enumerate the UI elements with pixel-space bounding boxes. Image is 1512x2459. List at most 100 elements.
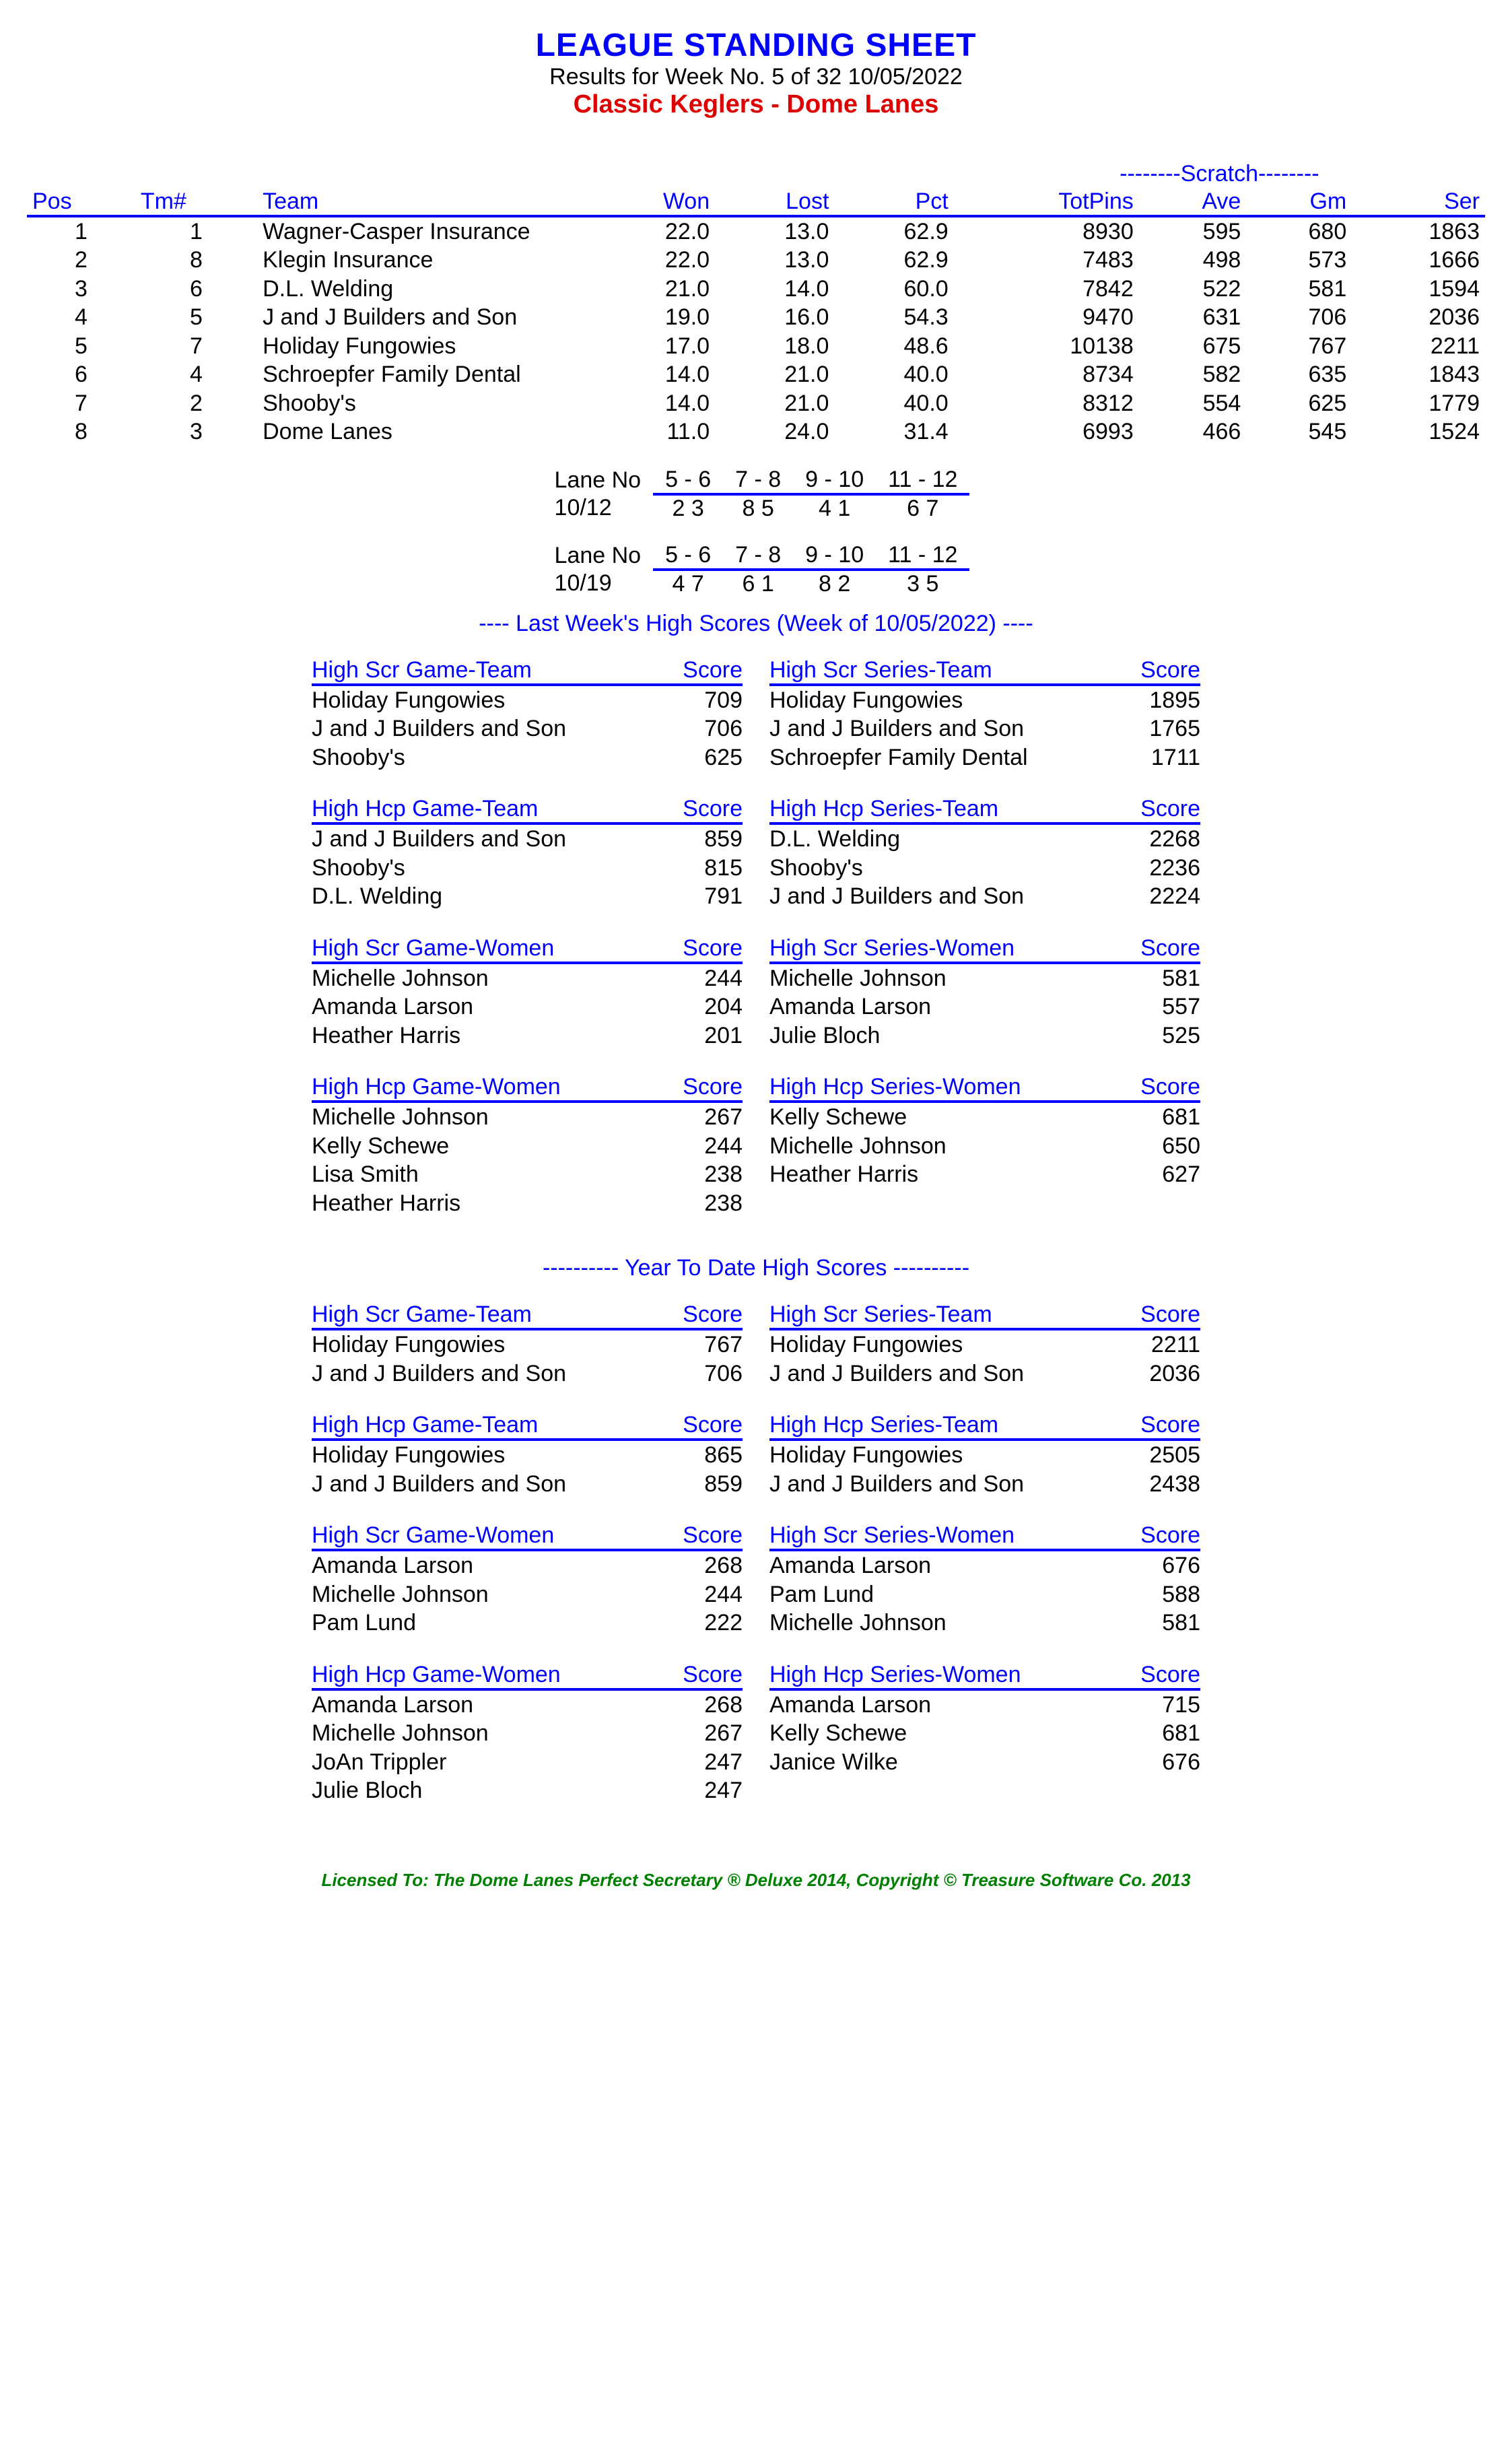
- highscore-row: J and J Builders and Son1765: [769, 714, 1200, 743]
- highscore-row: Amanda Larson557: [769, 992, 1200, 1021]
- highscore-row: J and J Builders and Son859: [312, 1470, 743, 1499]
- highscore-block: High Hcp Series-WomenScoreKelly Schewe68…: [769, 1074, 1200, 1189]
- col-team: Team: [257, 189, 591, 216]
- score-label: Score: [683, 1412, 743, 1438]
- highscore-name: Kelly Schewe: [769, 1719, 907, 1748]
- table-cell: 8: [27, 417, 135, 446]
- table-cell: Wagner-Casper Insurance: [257, 216, 591, 246]
- table-cell: 1779: [1352, 389, 1485, 418]
- table-cell: 573: [1246, 246, 1352, 275]
- highscore-name: J and J Builders and Son: [769, 714, 1024, 743]
- highscore-value: 2236: [1149, 854, 1200, 883]
- league-name: Classic Keglers - Dome Lanes: [27, 90, 1485, 119]
- highscore-name: Holiday Fungowies: [769, 686, 963, 715]
- table-cell: 3: [27, 275, 135, 304]
- highscore-row: Michelle Johnson244: [312, 964, 743, 993]
- highscore-row: Michelle Johnson581: [769, 1609, 1200, 1638]
- table-row: 64Schroepfer Family Dental14.021.040.087…: [27, 360, 1485, 389]
- table-row: 28Klegin Insurance22.013.062.97483498573…: [27, 246, 1485, 275]
- standings-table: --------Scratch-------- Pos Tm# Team Won…: [27, 160, 1485, 446]
- table-cell: 31.4: [834, 417, 953, 446]
- highscore-value: 859: [704, 825, 743, 854]
- table-cell: 767: [1246, 332, 1352, 361]
- table-cell: 14.0: [715, 275, 834, 304]
- schedule-teams: 4 1: [793, 494, 876, 522]
- footer-text: Licensed To: The Dome Lanes Perfect Secr…: [27, 1870, 1485, 1891]
- col-gm: Gm: [1246, 189, 1352, 216]
- highscore-name: Heather Harris: [769, 1160, 918, 1189]
- score-label: Score: [1140, 796, 1200, 822]
- highscore-value: 859: [704, 1470, 743, 1499]
- highscore-title: High Scr Game-Team: [312, 1302, 532, 1328]
- table-cell: 680: [1246, 216, 1352, 246]
- score-label: Score: [1140, 935, 1200, 962]
- table-row: 83Dome Lanes11.024.031.469934665451524: [27, 417, 1485, 446]
- highscore-name: Julie Bloch: [312, 1776, 422, 1805]
- table-cell: 24.0: [715, 417, 834, 446]
- page-subtitle: Results for Week No. 5 of 32 10/05/2022: [27, 64, 1485, 90]
- table-cell: 3: [135, 417, 257, 446]
- schedule-date: 10/19: [543, 570, 654, 597]
- table-cell: 4: [135, 360, 257, 389]
- highscore-value: 791: [704, 882, 743, 911]
- table-cell: 8312: [954, 389, 1139, 418]
- highscore-title: High Hcp Series-Women: [769, 1662, 1021, 1688]
- highscore-name: Amanda Larson: [312, 1551, 473, 1580]
- schedule-block: Lane No5 - 67 - 89 - 1011 - 1210/122 38 …: [543, 467, 970, 522]
- highscore-name: Holiday Fungowies: [769, 1441, 963, 1470]
- lane-number: 7 - 8: [723, 542, 793, 570]
- highscore-block: High Scr Series-WomenScoreAmanda Larson6…: [769, 1522, 1200, 1638]
- score-label: Score: [683, 1302, 743, 1328]
- score-label: Score: [683, 1522, 743, 1549]
- highscore-value: 267: [704, 1103, 743, 1132]
- highscore-value: 244: [704, 1580, 743, 1609]
- highscore-row: Julie Bloch525: [769, 1021, 1200, 1050]
- table-cell: 6: [135, 275, 257, 304]
- highscore-row: Holiday Fungowies1895: [769, 686, 1200, 715]
- highscore-block: High Hcp Game-TeamScoreHoliday Fungowies…: [312, 1412, 743, 1498]
- highscore-value: 709: [704, 686, 743, 715]
- table-cell: 466: [1139, 417, 1247, 446]
- highscore-row: J and J Builders and Son2036: [769, 1359, 1200, 1388]
- highscore-value: 581: [1162, 1609, 1200, 1638]
- table-cell: 40.0: [834, 389, 953, 418]
- highscore-name: D.L. Welding: [769, 825, 900, 854]
- schedule-teams: 6 1: [723, 570, 793, 597]
- schedule-teams: 3 5: [876, 570, 969, 597]
- highscore-title: High Scr Series-Women: [769, 935, 1015, 962]
- table-cell: 1: [27, 216, 135, 246]
- highscore-row: Heather Harris238: [312, 1189, 743, 1218]
- highscore-value: 244: [704, 964, 743, 993]
- highscore-name: Holiday Fungowies: [312, 1441, 505, 1470]
- table-cell: 9470: [954, 303, 1139, 332]
- table-cell: 8734: [954, 360, 1139, 389]
- highscore-value: 676: [1162, 1748, 1200, 1777]
- lane-number: 5 - 6: [653, 467, 723, 494]
- highscore-name: Holiday Fungowies: [312, 1330, 505, 1359]
- score-label: Score: [683, 935, 743, 962]
- score-label: Score: [683, 657, 743, 683]
- highscore-value: 681: [1162, 1103, 1200, 1132]
- highscore-name: Janice Wilke: [769, 1748, 898, 1777]
- table-cell: 2: [135, 389, 257, 418]
- table-cell: 11.0: [591, 417, 715, 446]
- table-cell: 21.0: [715, 389, 834, 418]
- ytd-section: High Scr Game-Team Score Holiday Fungowies…: [27, 1302, 1485, 1829]
- highscore-block: High Scr Game-WomenScoreAmanda Larson268…: [312, 1522, 743, 1638]
- highscore-value: 815: [704, 854, 743, 883]
- table-cell: 6: [27, 360, 135, 389]
- highscore-row: Michelle Johnson267: [312, 1103, 743, 1132]
- highscore-name: Amanda Larson: [312, 1691, 473, 1720]
- highscore-name: Michelle Johnson: [312, 1719, 489, 1748]
- highscore-name: Holiday Fungowies: [312, 686, 505, 715]
- table-cell: 14.0: [591, 389, 715, 418]
- highscore-name: J and J Builders and Son: [769, 1470, 1024, 1499]
- highscore-row: Lisa Smith238: [312, 1160, 743, 1189]
- highscore-row: J and J Builders and Son2438: [769, 1470, 1200, 1499]
- highscore-row: Amanda Larson268: [312, 1691, 743, 1720]
- highscore-name: J and J Builders and Son: [312, 714, 566, 743]
- table-cell: Klegin Insurance: [257, 246, 591, 275]
- highscore-name: Julie Bloch: [769, 1021, 880, 1050]
- highscore-value: 715: [1162, 1691, 1200, 1720]
- highscore-row: Amanda Larson676: [769, 1551, 1200, 1580]
